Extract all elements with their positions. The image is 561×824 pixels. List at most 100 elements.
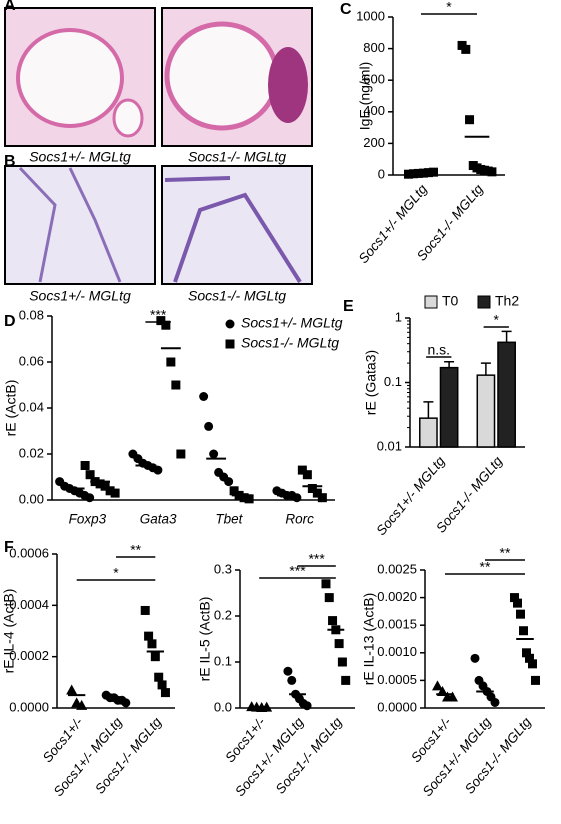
point <box>432 680 443 691</box>
panel-label: C <box>340 1 352 18</box>
point <box>528 659 537 669</box>
micrograph-caption: Socs1+/- MGLtg <box>29 149 131 165</box>
point <box>225 339 235 349</box>
point <box>465 115 475 125</box>
y-tick-label: 0.01 <box>377 438 402 453</box>
point <box>525 653 534 663</box>
y-tick-label: 400 <box>363 103 385 118</box>
x-tick-label: Socs1+/- MGLtg <box>232 714 307 799</box>
y-axis-label: rE IL-13 (ActB) <box>361 593 377 686</box>
y-tick-label: 0.00 <box>19 491 44 506</box>
point <box>153 465 163 475</box>
error-bar <box>444 360 455 368</box>
point <box>199 392 209 401</box>
micrograph-group <box>4 7 313 285</box>
error-bar <box>501 330 512 343</box>
vessel <box>112 98 144 138</box>
bar <box>439 366 459 448</box>
y-axis-label: rE (Gata3) <box>363 350 379 415</box>
y-axis-label: rE (ActB) <box>3 380 19 437</box>
point <box>461 44 471 54</box>
panel-label: A <box>4 0 16 14</box>
panel-label: E <box>343 298 354 315</box>
airway <box>164 21 280 131</box>
point <box>154 672 164 682</box>
bar <box>419 417 438 448</box>
y-tick-label: 0.0015 <box>377 617 417 632</box>
legend-swatch <box>424 295 438 309</box>
x-tick-label: Socs1+/- MGLtg <box>420 714 495 799</box>
point <box>328 616 338 626</box>
y-tick-label: 800 <box>363 40 385 55</box>
significance-label: ** <box>500 545 511 561</box>
x-tick-label: Socs1-/- MGLtg <box>273 714 346 796</box>
point <box>95 479 105 489</box>
micrograph-caption: Socs1-/- MGLtg <box>188 288 286 304</box>
y-tick-label: 0.2 <box>214 607 232 622</box>
y-axis-label: rE IL-4 (ActB) <box>1 589 17 674</box>
y-axis-label: rE IL-5 (ActB) <box>197 597 213 682</box>
point <box>85 470 95 480</box>
legend-label: Th2 <box>495 293 519 309</box>
point <box>157 680 167 690</box>
legend-label: T0 <box>442 293 459 309</box>
micrograph-caption: Socs1+/- MGLtg <box>29 288 131 304</box>
point <box>239 493 249 503</box>
y-tick-label: 0.0006 <box>9 545 49 560</box>
panel-label: B <box>4 153 16 170</box>
point <box>297 465 307 475</box>
point <box>522 648 531 658</box>
point <box>302 701 312 711</box>
y-axis-label: IgE (ng/ml) <box>357 62 373 130</box>
point <box>341 675 351 685</box>
point <box>140 605 150 615</box>
point <box>76 699 88 710</box>
point <box>287 675 297 685</box>
y-tick-label: 0.0005 <box>377 672 417 687</box>
point <box>513 598 522 608</box>
point <box>225 319 235 329</box>
y-tick-label: 0.0025 <box>377 561 417 576</box>
significance-label: *** <box>308 551 325 567</box>
point <box>110 488 120 498</box>
micrograph-caption: Socs1-/- MGLtg <box>188 149 286 165</box>
significance-label: n.s. <box>427 342 450 358</box>
y-tick-label: 1 <box>395 309 402 324</box>
point <box>144 631 154 641</box>
point <box>80 461 90 470</box>
point <box>204 421 214 431</box>
error-bar <box>480 362 491 376</box>
y-tick-label: 0 <box>378 166 385 181</box>
point <box>100 481 110 491</box>
point <box>317 493 327 503</box>
point <box>85 493 95 503</box>
airway-wall <box>164 176 302 284</box>
point <box>337 657 347 667</box>
point <box>166 357 176 367</box>
y-tick-label: 0.1 <box>384 374 402 389</box>
point <box>283 666 293 676</box>
point <box>66 684 78 695</box>
point <box>510 593 519 603</box>
y-tick-label: 0.0000 <box>9 699 49 714</box>
point <box>516 609 525 619</box>
panel-label: F <box>4 539 14 556</box>
y-tick-label: 0.0004 <box>9 597 49 612</box>
point <box>470 653 480 663</box>
point <box>490 697 500 707</box>
legend-swatch <box>477 295 491 309</box>
y-tick-label: 0.06 <box>19 353 44 368</box>
point <box>156 316 166 326</box>
significance-label: *** <box>150 307 167 323</box>
y-tick-label: 0.0002 <box>9 648 49 663</box>
point <box>447 691 458 702</box>
y-tick-label: 0.0010 <box>377 644 417 659</box>
airway <box>16 28 124 128</box>
y-tick-label: 1000 <box>356 8 385 23</box>
point <box>229 486 239 496</box>
point <box>176 449 186 459</box>
bar <box>476 374 496 448</box>
significance-label: ** <box>130 542 141 558</box>
point <box>312 488 322 498</box>
bar <box>497 341 516 448</box>
